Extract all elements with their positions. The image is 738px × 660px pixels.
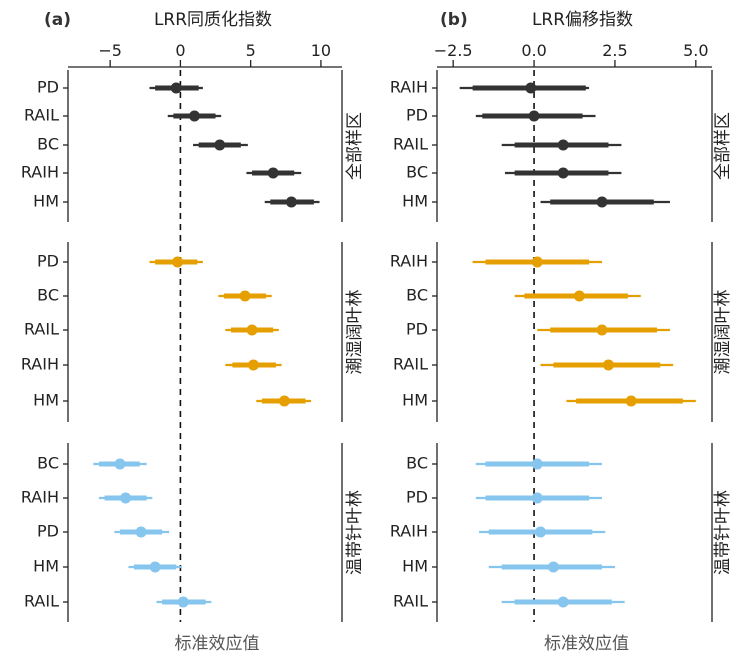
panel-b-group-3-row-label: RAIH	[390, 522, 428, 541]
panel-a-group-1-point-estimate	[285, 196, 297, 208]
panel-b-group-3-point-estimate	[535, 526, 547, 538]
panel-b-group-1-row-label: HM	[402, 192, 428, 211]
panel-a-group-2-row-label: HM	[33, 391, 59, 410]
panel-b-group-1-label: 全部样区	[713, 112, 733, 180]
panel-a-tick-label: −5	[98, 41, 122, 60]
panel-b-group-3-point-estimate	[547, 561, 559, 573]
panel-b-group-2-point-estimate	[596, 324, 608, 336]
panel-b-group-1-point-estimate	[525, 82, 537, 94]
panel-a-group-1-point-estimate	[170, 82, 182, 94]
panel-b-group-2-row-label: RAIL	[393, 355, 428, 374]
panel-b-group-1-row-label: BC	[406, 163, 428, 182]
panel-a-group-2-row-label: PD	[37, 252, 59, 271]
panel-a-group-2-point-estimate	[172, 256, 184, 268]
panel-a-group-3-point-estimate	[114, 458, 126, 470]
panel-a-group-2-row-label: RAIL	[24, 320, 59, 339]
panel-a-group-1-point-estimate	[267, 167, 279, 179]
panel-a-group-2-point-estimate	[278, 395, 290, 407]
panel-a-group-1-point-estimate	[188, 110, 200, 122]
panel-b-group-2-row-label: PD	[406, 320, 428, 339]
panel-b-group-1-point-estimate	[528, 110, 540, 122]
panel-b-group-3-label: 温带针叶林	[713, 490, 733, 575]
panel-b-label: (b)	[440, 10, 468, 30]
panel-b-group-3-row-label: HM	[402, 557, 428, 576]
panel-a-group-2-row-label: RAIH	[21, 355, 59, 374]
panel-a-group-3-point-estimate	[135, 526, 147, 538]
panel-a-tick-label: 10	[311, 41, 331, 60]
panel-a-group-2-label: 潮湿阔叶林	[345, 290, 365, 375]
panel-a-group-3-point-estimate	[149, 561, 161, 573]
panel-b-group-1-point-estimate	[596, 196, 608, 208]
panel-a-group-3-row-label: PD	[37, 522, 59, 541]
panel-b-group-3-row-label: PD	[406, 488, 428, 507]
panel-a-label: (a)	[44, 10, 71, 30]
panel-b-tick-label: 0.0	[521, 41, 546, 60]
panel-b-group-2-label: 潮湿阔叶林	[713, 290, 733, 375]
panel-a-group-2-row-label: BC	[37, 286, 59, 305]
panel-a-group-2-point-estimate	[239, 290, 251, 302]
panel-b-group-1-row-label: RAIL	[393, 135, 428, 154]
panel-a-group-1-row-label: HM	[33, 192, 59, 211]
panel-a-group-1-row-label: RAIL	[24, 106, 59, 125]
panel-b-group-3-point-estimate	[531, 492, 543, 504]
panel-a-group-3-label: 温带针叶林	[345, 490, 365, 575]
panel-a-group-3-row-label: RAIH	[21, 488, 59, 507]
panel-a-group-3-row-label: HM	[33, 557, 59, 576]
panel-a-group-1-row-label: PD	[37, 78, 59, 97]
panel-a-group-3-point-estimate	[177, 596, 189, 608]
panel-b-group-2-row-label: BC	[406, 286, 428, 305]
panel-a-x-axis-label: 标准效应值	[175, 634, 260, 654]
panel-b-group-1-row-label: PD	[406, 106, 428, 125]
panel-a-group-1-point-estimate	[214, 139, 226, 151]
panel-b-group-1-row-label: RAIH	[390, 78, 428, 97]
panel-a-group-2-point-estimate	[247, 359, 259, 371]
panel-a-group-1-label: 全部样区	[345, 112, 365, 180]
panel-b-group-1-point-estimate	[557, 139, 569, 151]
panel-a-group-1-row-label: BC	[37, 135, 59, 154]
panel-b-group-3-point-estimate	[557, 596, 569, 608]
panel-a-group-3-point-estimate	[120, 492, 132, 504]
panel-a-title: LRR同质化指数	[154, 10, 272, 30]
panel-b-group-1-point-estimate	[557, 167, 569, 179]
panel-b-group-2-row-label: RAIH	[390, 252, 428, 271]
panel-a-group-2-point-estimate	[246, 324, 258, 336]
panel-a-tick-label: 0	[175, 41, 185, 60]
panel-b-group-3-point-estimate	[531, 458, 543, 470]
panel-b-group-2-point-estimate	[602, 359, 614, 371]
panel-b-tick-label: 2.5	[602, 41, 627, 60]
panel-b-group-3-row-label: BC	[406, 454, 428, 473]
panel-a-group-3-row-label: RAIL	[24, 592, 59, 611]
panel-b-group-3-row-label: RAIL	[393, 592, 428, 611]
panel-a-tick-label: 5	[246, 41, 256, 60]
panel-b-tick-label: −2.5	[434, 41, 473, 60]
panel-b-group-2-point-estimate	[531, 256, 543, 268]
panel-b-x-axis-label: 标准效应值	[544, 634, 629, 654]
panel-b-group-2-row-label: HM	[402, 391, 428, 410]
panel-b-group-2-point-estimate	[573, 290, 585, 302]
panel-b-group-2-point-estimate	[625, 395, 637, 407]
panel-a-group-3-row-label: BC	[37, 454, 59, 473]
panel-b-tick-label: 5.0	[683, 41, 708, 60]
panel-a-group-1-row-label: RAIH	[21, 163, 59, 182]
panel-b-title: LRR偏移指数	[532, 10, 633, 30]
